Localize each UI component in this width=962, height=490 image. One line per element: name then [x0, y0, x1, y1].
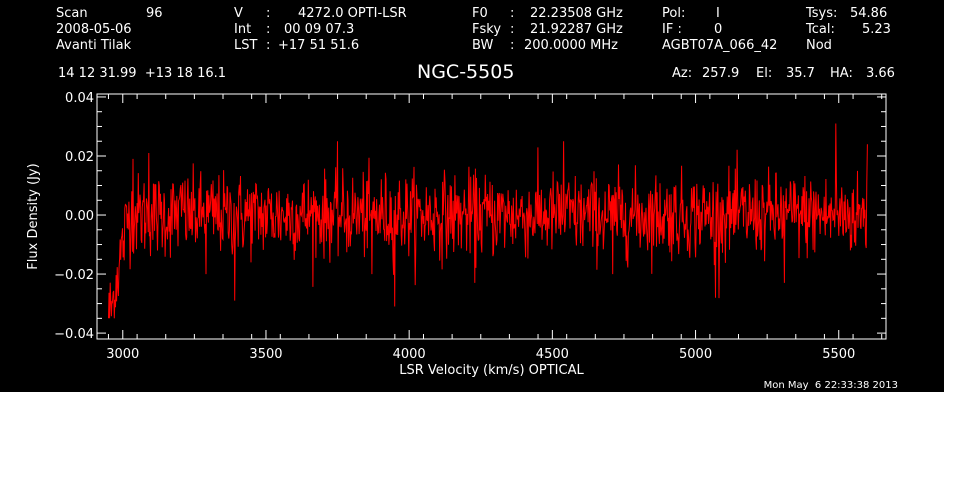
x-tick-label: 4000 — [393, 347, 426, 362]
colon-separator: : — [266, 22, 271, 37]
tsys-value: 54.86 — [850, 6, 888, 21]
spectrum-chart: 3000 3500 4000 4500 5000 5500 −0.04 −0.02 0.00 0.… — [26, 91, 887, 378]
integration-label: Int — [234, 22, 252, 37]
scan-number: 96 — [146, 6, 163, 21]
elevation-value: 35.7 — [786, 66, 815, 81]
colon-separator: : — [266, 38, 271, 53]
plot-timestamp: Mon May 6 22:33:38 2013 — [763, 380, 898, 391]
y-tick-label: −0.04 — [54, 327, 94, 342]
velocity-label: V — [234, 6, 243, 21]
plot-panel: Scan 96 2008-05-06 Avanti Tilak V : 4272… — [0, 0, 944, 392]
y-tick-label: −0.02 — [54, 268, 94, 283]
switching-mode: Nod — [806, 38, 832, 53]
f0-label: F0 — [472, 6, 488, 21]
x-tick-label: 4500 — [536, 347, 569, 362]
colon-separator: : — [510, 38, 515, 53]
if-label: IF : — [662, 22, 682, 37]
f0-value: 22.23508 GHz — [530, 6, 623, 21]
colon-separator: : — [510, 22, 515, 37]
polarization-label: Pol: — [662, 6, 686, 21]
x-tick-label: 5500 — [822, 347, 855, 362]
tcal-value: 5.23 — [862, 22, 891, 37]
elevation-label: El: — [756, 66, 773, 81]
x-axis-label: LSR Velocity (km/s) OPTICAL — [399, 363, 584, 378]
x-tick-label: 5000 — [679, 347, 712, 362]
tcal-label: Tcal: — [806, 22, 835, 37]
tsys-label: Tsys: — [806, 6, 838, 21]
project-id: AGBT07A_066_42 — [662, 38, 778, 53]
lst-label: LST — [234, 38, 258, 53]
polarization-value: I — [716, 6, 720, 21]
hour-angle-label: HA: — [830, 66, 853, 81]
integration-value: 00 09 07.3 — [284, 22, 355, 37]
bandwidth-value: 200.0000 MHz — [524, 38, 618, 53]
hour-angle-value: 3.66 — [866, 66, 895, 81]
y-tick-label: 0.02 — [65, 150, 94, 165]
observer-name: Avanti Tilak — [56, 38, 132, 53]
spectrum-trace — [108, 123, 868, 319]
fsky-value: 21.92287 GHz — [530, 22, 623, 37]
source-name: NGC-5505 — [417, 61, 515, 83]
observation-date: 2008-05-06 — [56, 22, 132, 37]
colon-separator: : — [510, 6, 515, 21]
plot-frame — [96, 93, 887, 340]
fsky-label: Fsky — [472, 22, 502, 37]
y-tick-label: 0.04 — [65, 91, 94, 106]
bandwidth-label: BW — [472, 38, 494, 53]
x-tick-label: 3500 — [249, 347, 282, 362]
lst-value: +17 51 51.6 — [278, 38, 360, 53]
y-axis-label: Flux Density (Jy) — [26, 163, 41, 269]
velocity-value: 4272.0 OPTI-LSR — [298, 6, 407, 21]
scan-label: Scan — [56, 6, 88, 21]
azimuth-value: 257.9 — [702, 66, 740, 81]
source-coordinates: 14 12 31.99 +13 18 16.1 — [58, 66, 227, 81]
azimuth-label: Az: — [672, 66, 693, 81]
x-tick-label: 3000 — [106, 347, 139, 362]
colon-separator: : — [266, 6, 271, 21]
y-tick-label: 0.00 — [65, 209, 94, 224]
if-value: 0 — [714, 22, 723, 37]
